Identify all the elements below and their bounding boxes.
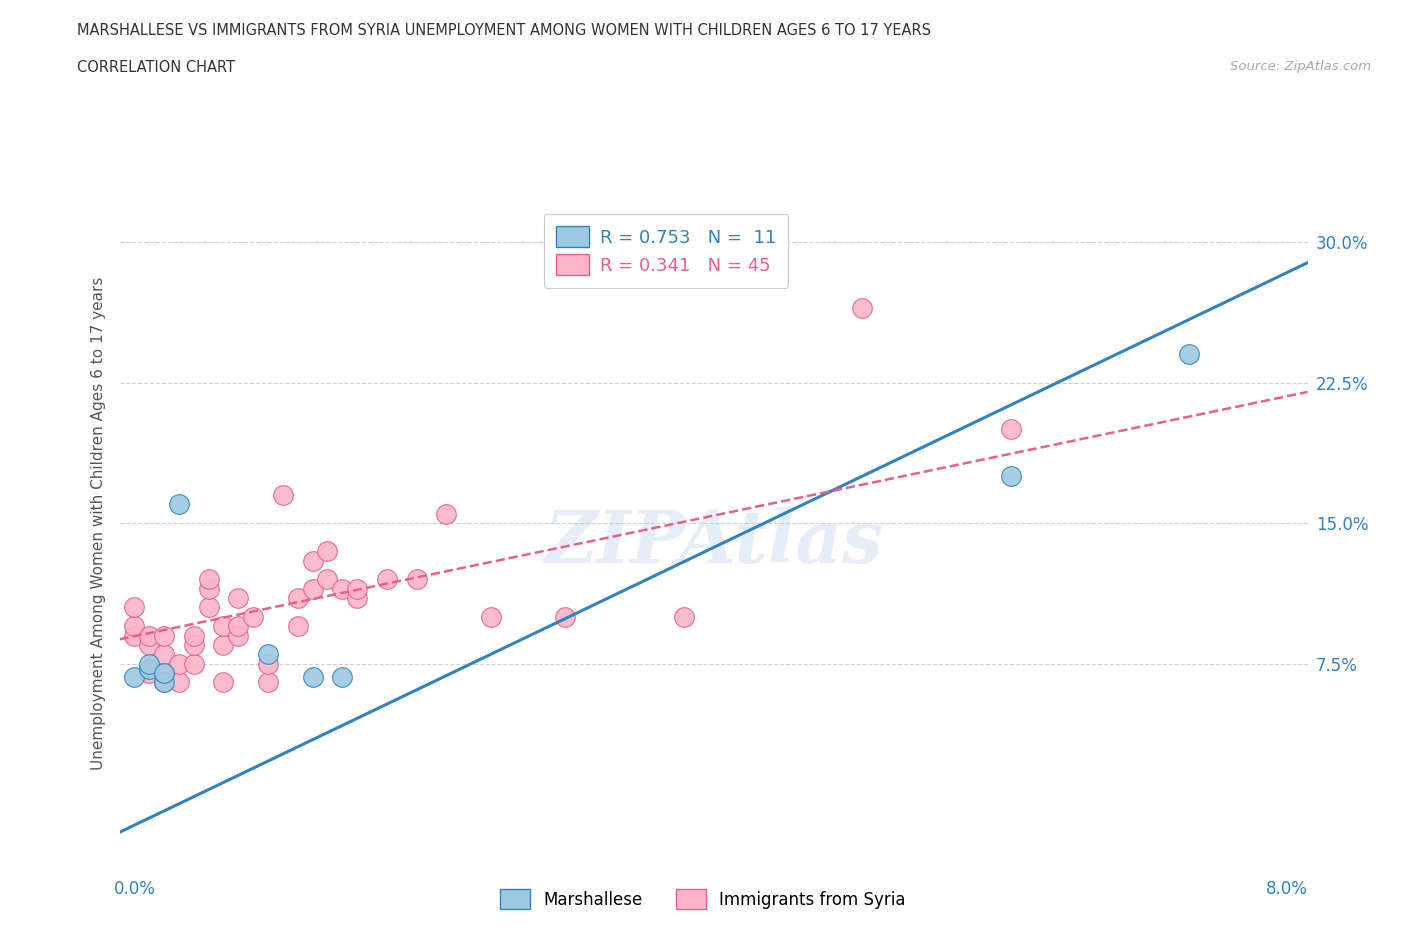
Point [257,657,280,671]
Point [138,657,160,671]
Legend: R = 0.753   N =  11, R = 0.341   N = 45: R = 0.753 N = 11, R = 0.341 N = 45 [544,214,789,288]
Point [212,675,235,690]
Point [153,628,176,643]
Point [197,600,219,615]
Point [124,618,146,633]
Point [167,497,190,512]
Point [434,506,457,521]
Text: Source: ZipAtlas.com: Source: ZipAtlas.com [1230,60,1371,73]
Point [242,609,264,624]
Point [301,581,323,596]
Point [1178,347,1201,362]
Point [197,572,219,587]
Point [212,637,235,652]
Point [167,657,190,671]
Point [271,487,294,502]
Legend: Marshallese, Immigrants from Syria: Marshallese, Immigrants from Syria [492,881,914,917]
Point [301,670,323,684]
Point [167,675,190,690]
Point [851,300,873,315]
Y-axis label: Unemployment Among Women with Children Ages 6 to 17 years: Unemployment Among Women with Children A… [90,276,105,770]
Point [183,628,205,643]
Point [153,675,176,690]
Point [138,628,160,643]
Point [153,675,176,690]
Point [228,618,250,633]
Point [330,670,353,684]
Point [375,572,398,587]
Text: MARSHALLESE VS IMMIGRANTS FROM SYRIA UNEMPLOYMENT AMONG WOMEN WITH CHILDREN AGES: MARSHALLESE VS IMMIGRANTS FROM SYRIA UNE… [77,23,931,38]
Point [197,581,219,596]
Point [479,609,502,624]
Point [346,581,368,596]
Point [124,670,146,684]
Point [138,662,160,677]
Point [301,553,323,568]
Point [1000,422,1022,437]
Point [124,628,146,643]
Text: 0.0%: 0.0% [114,880,156,897]
Point [316,544,339,559]
Point [138,637,160,652]
Point [153,666,176,681]
Text: 8.0%: 8.0% [1265,880,1308,897]
Point [228,628,250,643]
Point [183,657,205,671]
Point [257,675,280,690]
Point [257,647,280,662]
Point [124,600,146,615]
Point [212,618,235,633]
Text: ZIPAtlas: ZIPAtlas [544,507,883,578]
Point [153,647,176,662]
Point [138,666,160,681]
Point [153,666,176,681]
Point [672,609,695,624]
Point [287,618,309,633]
Point [183,637,205,652]
Point [228,591,250,605]
Point [287,591,309,605]
Point [316,572,339,587]
Text: CORRELATION CHART: CORRELATION CHART [77,60,235,75]
Point [554,609,576,624]
Point [1000,469,1022,484]
Point [346,591,368,605]
Point [330,581,353,596]
Point [405,572,427,587]
